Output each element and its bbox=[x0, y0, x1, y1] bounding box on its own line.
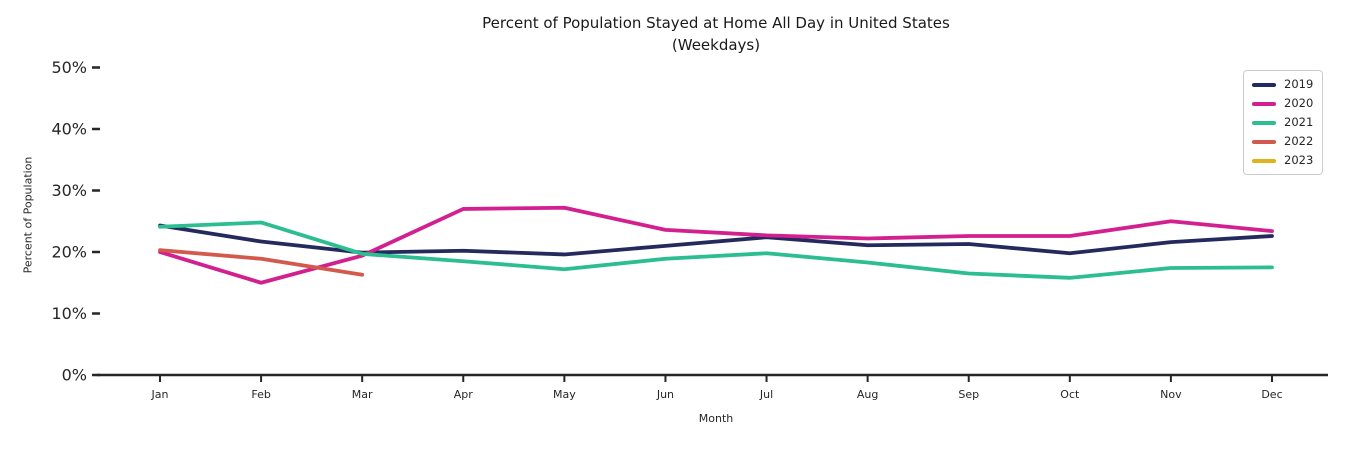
legend-line-swatch bbox=[1252, 120, 1276, 125]
legend-label: 2019 bbox=[1284, 76, 1314, 91]
legend-line-swatch bbox=[1252, 139, 1276, 144]
chart-legend: 2019 2020 2021 2022 2023 bbox=[1243, 70, 1324, 175]
x-tick-label: Oct bbox=[1060, 388, 1080, 401]
x-tick-label: Feb bbox=[251, 388, 270, 401]
legend-line-swatch bbox=[1252, 101, 1276, 106]
legend-line-swatch bbox=[1252, 82, 1276, 87]
chart-subtitle: (Weekdays) bbox=[671, 36, 761, 54]
legend-entry-2021[interactable]: 2021 bbox=[1252, 115, 1313, 130]
x-tick-label: Nov bbox=[1160, 388, 1182, 401]
series-line-2020[interactable] bbox=[158, 205, 1274, 285]
legend-label: 2022 bbox=[1284, 133, 1314, 148]
series-line-2019[interactable] bbox=[158, 223, 1274, 257]
y-tick-label: 0% bbox=[62, 366, 87, 385]
x-tick-label: Dec bbox=[1261, 388, 1282, 401]
y-tick-label: 30% bbox=[51, 181, 87, 200]
y-tick-label: 20% bbox=[51, 243, 87, 262]
legend-label: 2021 bbox=[1284, 114, 1314, 129]
x-tick-label: Aug bbox=[857, 388, 878, 401]
legend-label: 2020 bbox=[1284, 95, 1314, 110]
x-tick-label: Sep bbox=[958, 388, 979, 401]
y-tick-label: 40% bbox=[51, 120, 87, 139]
legend-entry-2023[interactable]: 2023 bbox=[1252, 153, 1313, 168]
x-tick-label: Jul bbox=[759, 388, 773, 401]
chart-title: Percent of Population Stayed at Home All… bbox=[482, 14, 950, 32]
x-tick-label: Jun bbox=[656, 388, 674, 401]
legend-entry-2022[interactable]: 2022 bbox=[1252, 134, 1313, 149]
legend-entry-2019[interactable]: 2019 bbox=[1252, 77, 1313, 92]
legend-line-swatch bbox=[1252, 158, 1276, 163]
series-line-2022[interactable] bbox=[158, 248, 365, 277]
y-tick-label: 50% bbox=[51, 58, 87, 77]
legend-entry-2020[interactable]: 2020 bbox=[1252, 96, 1313, 111]
x-tick-label: Mar bbox=[352, 388, 373, 401]
series-line-2021[interactable] bbox=[158, 220, 1274, 280]
x-tick-label: Jan bbox=[151, 388, 169, 401]
x-tick-label: Apr bbox=[454, 388, 474, 401]
x-tick-label: May bbox=[553, 388, 576, 401]
y-tick-label: 10% bbox=[51, 304, 87, 323]
x-axis-title: Month bbox=[698, 412, 734, 425]
legend-label: 2023 bbox=[1284, 152, 1314, 167]
y-axis-title: Percent of Population bbox=[21, 156, 35, 274]
